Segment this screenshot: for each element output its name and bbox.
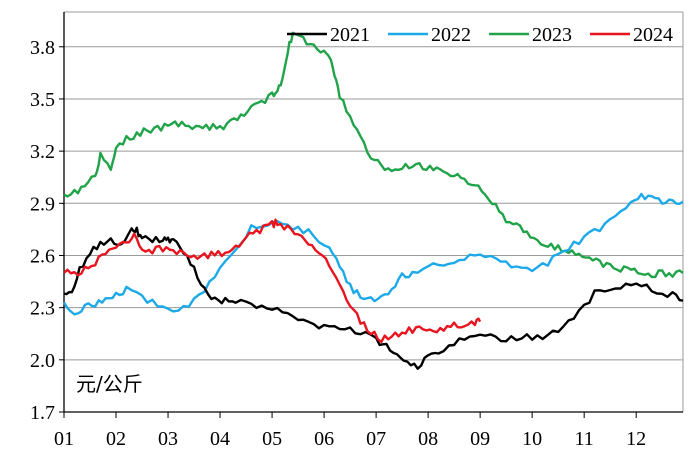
x-tick-label: 10	[522, 428, 542, 450]
x-tick-label: 08	[418, 428, 438, 450]
y-tick-label: 3.5	[30, 89, 55, 111]
y-tick-label: 2.6	[30, 245, 55, 267]
y-tick-label: 3.2	[30, 141, 55, 163]
x-tick-label: 01	[54, 428, 74, 450]
legend-label-2024: 2024	[633, 24, 673, 46]
series-line-2022	[62, 192, 684, 316]
axes: 1.7 2.0 2.3 2.6 2.9 3.2 3.5 3.8 01 02 03 04 05 06 07 08…	[30, 12, 683, 450]
legend-label-2022: 2022	[431, 24, 471, 46]
y-tick-label: 2.3	[30, 298, 55, 320]
x-tick-label: 05	[262, 428, 282, 450]
legend-label-2023: 2023	[532, 24, 572, 46]
x-tick-label: 07	[366, 428, 386, 450]
y-tick-label: 2.9	[30, 193, 55, 215]
x-tick-label: 04	[210, 428, 230, 450]
series-lines	[62, 31, 684, 370]
x-tick-label: 12	[626, 428, 646, 450]
legend: 2021 2022 2023 2024	[287, 24, 673, 46]
series-line-2023	[63, 31, 684, 279]
x-tick-label: 02	[106, 428, 126, 450]
series-line-2024	[63, 218, 482, 344]
x-tick-label: 11	[575, 428, 594, 450]
x-tick-label: 03	[158, 428, 178, 450]
x-tick-label: 06	[314, 428, 334, 450]
grid-lines	[64, 11, 684, 412]
y-tick-label: 2.0	[30, 350, 55, 372]
legend-label-2021: 2021	[330, 24, 370, 46]
unit-label: 元/公斤	[76, 372, 143, 396]
x-tick-label: 09	[470, 428, 490, 450]
y-tick-label: 1.7	[30, 402, 55, 424]
y-tick-label: 3.8	[30, 37, 55, 59]
series-line-2021	[63, 226, 684, 370]
